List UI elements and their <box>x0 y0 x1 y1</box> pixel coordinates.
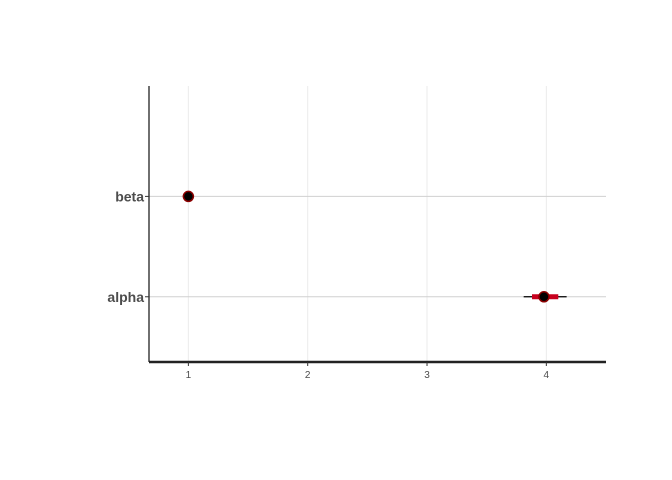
x-tick-label-2: 2 <box>305 370 311 381</box>
x-ticks: 1 2 3 4 <box>186 362 550 381</box>
points <box>182 190 550 303</box>
x-tick-label-3: 3 <box>424 370 430 381</box>
point-beta <box>182 190 195 203</box>
x-tick-label-1: 1 <box>186 370 192 381</box>
y-tick-label-beta: beta <box>115 188 144 204</box>
y-gridlines <box>149 195 606 298</box>
point-alpha <box>538 291 550 303</box>
x-tick-label-4: 4 <box>544 370 550 381</box>
y-tick-label-alpha: alpha <box>107 289 144 305</box>
y-ticks: beta alpha <box>107 188 149 305</box>
intervals <box>523 294 567 300</box>
x-gridlines <box>187 86 547 362</box>
